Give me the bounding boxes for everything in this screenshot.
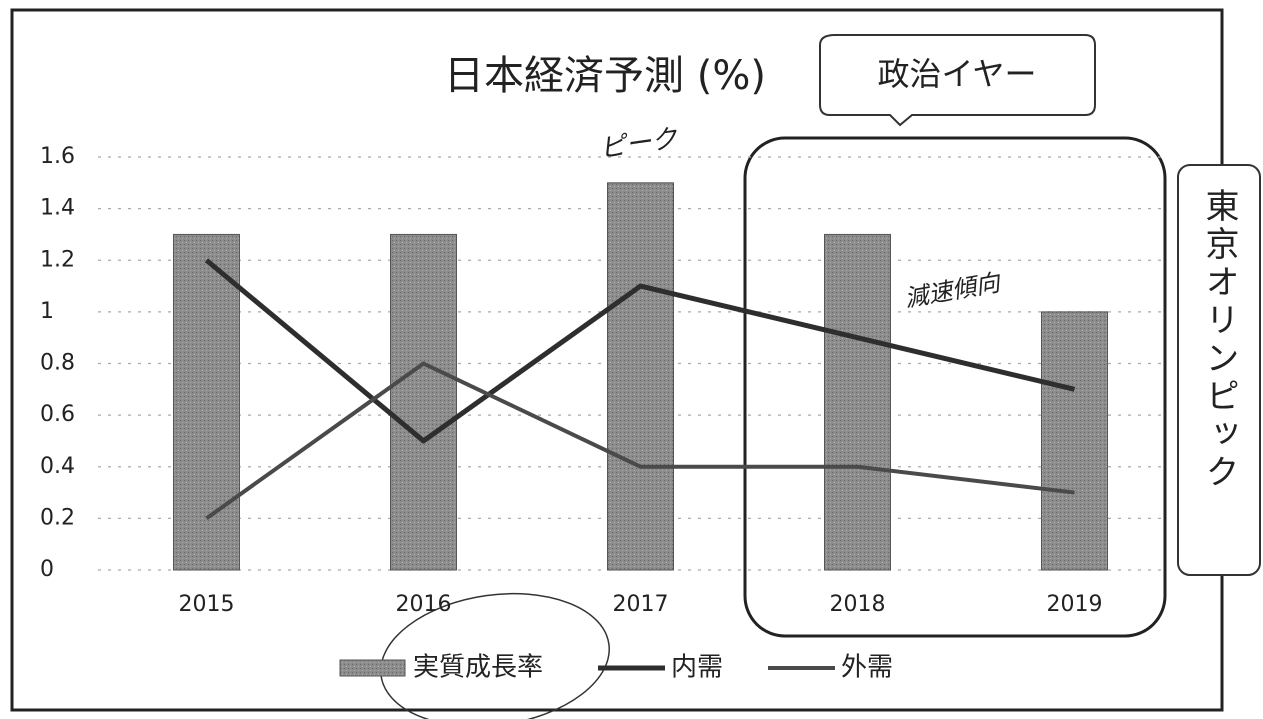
y-tick-label: 0.6 <box>40 402 75 427</box>
bar <box>390 233 457 571</box>
bar <box>824 233 891 571</box>
side-box <box>1177 164 1261 576</box>
bar <box>1041 311 1108 571</box>
y-tick-label: 0 <box>40 557 54 582</box>
line <box>205 361 1075 521</box>
x-tick-label: 2016 <box>396 592 452 617</box>
callout-box <box>819 34 1096 127</box>
chart-title: 日本経済予測 (%) <box>444 53 766 99</box>
y-tick-label: 1.6 <box>40 144 75 169</box>
x-tick-label: 2015 <box>179 592 235 617</box>
x-tick-label: 2017 <box>613 592 669 617</box>
line <box>204 258 1076 444</box>
y-tick-label: 1.4 <box>40 196 75 221</box>
legend-label: 内需 <box>671 653 723 683</box>
y-tick-label: 1.2 <box>40 247 75 272</box>
x-tick-label: 2018 <box>830 592 886 617</box>
legend-label: 実質成長率 <box>413 653 543 683</box>
peak-note: ピーク <box>598 124 680 165</box>
highlight-box <box>743 136 1167 638</box>
legend-label: 外需 <box>841 653 893 683</box>
y-tick-label: 0.4 <box>40 454 75 479</box>
bar <box>607 182 674 571</box>
y-tick-label: 1 <box>40 299 54 324</box>
callout-text: 政治イヤー <box>877 55 1036 93</box>
legend-swatch <box>339 659 406 677</box>
slowdown-note: 減速傾向 <box>902 268 1003 313</box>
x-tick-label: 2019 <box>1047 592 1103 617</box>
bar <box>173 233 240 571</box>
side-box-text: 東京オリンピック <box>1199 188 1239 492</box>
y-tick-label: 0.8 <box>40 351 75 376</box>
y-tick-label: 0.2 <box>40 505 75 530</box>
